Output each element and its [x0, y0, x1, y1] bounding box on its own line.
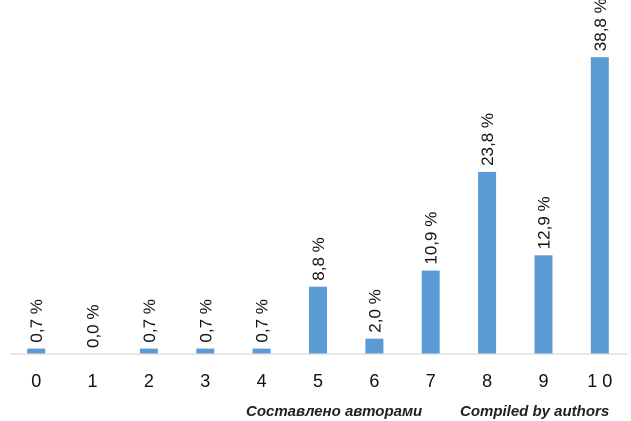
data-labels-group: 0,7 % 0,0 % 0,7 % 0,7 % 0,7 % 8,8 % 2,0 % 10,9 …	[27, 0, 610, 348]
bar-2	[139, 348, 158, 354]
x-tick-labels-group: 0 1 2 3 4 5 6 7 8 9 1 0	[31, 371, 612, 391]
bar-0	[27, 348, 46, 354]
data-label-8: 23,8 %	[478, 113, 497, 166]
bar-4	[252, 348, 271, 354]
x-tick-label-0: 0	[31, 371, 41, 391]
bar-7	[421, 270, 440, 354]
x-tick-label-2: 2	[144, 371, 154, 391]
bar-chart: 0,7 % 0,0 % 0,7 % 0,7 % 0,7 % 8,8 % 2,0 % 10,9 …	[10, 0, 628, 391]
x-tick-label-4: 4	[257, 371, 267, 391]
data-label-4: 0,7 %	[253, 299, 272, 342]
data-label-2: 0,7 %	[140, 299, 159, 342]
x-tick-label-10: 1 0	[587, 371, 612, 391]
x-tick-label-5: 5	[313, 371, 323, 391]
data-label-9: 12,9 %	[535, 196, 554, 249]
bar-10	[590, 57, 609, 354]
data-label-10: 38,8 %	[591, 0, 610, 51]
data-label-3: 0,7 %	[196, 299, 215, 342]
data-label-1: 0,0 %	[84, 305, 103, 348]
source-note-en: Compiled by authors	[460, 403, 610, 420]
bar-3	[196, 348, 215, 354]
data-label-6: 2,0 %	[365, 289, 384, 332]
bars-group	[27, 57, 609, 354]
bar-8	[478, 171, 497, 354]
bar-9	[534, 255, 553, 354]
bar-6	[365, 338, 384, 354]
data-label-0: 0,7 %	[27, 299, 46, 342]
data-label-5: 8,8 %	[309, 237, 328, 280]
x-tick-label-3: 3	[200, 371, 210, 391]
x-tick-label-8: 8	[482, 371, 492, 391]
x-tick-label-9: 9	[538, 371, 548, 391]
bar-5	[309, 286, 327, 354]
x-tick-label-7: 7	[426, 371, 436, 391]
x-tick-label-1: 1	[87, 371, 97, 391]
source-note-ru: Составлено авторами	[246, 403, 423, 420]
data-label-7: 10,9 %	[422, 212, 441, 265]
x-tick-label-6: 6	[369, 371, 379, 391]
